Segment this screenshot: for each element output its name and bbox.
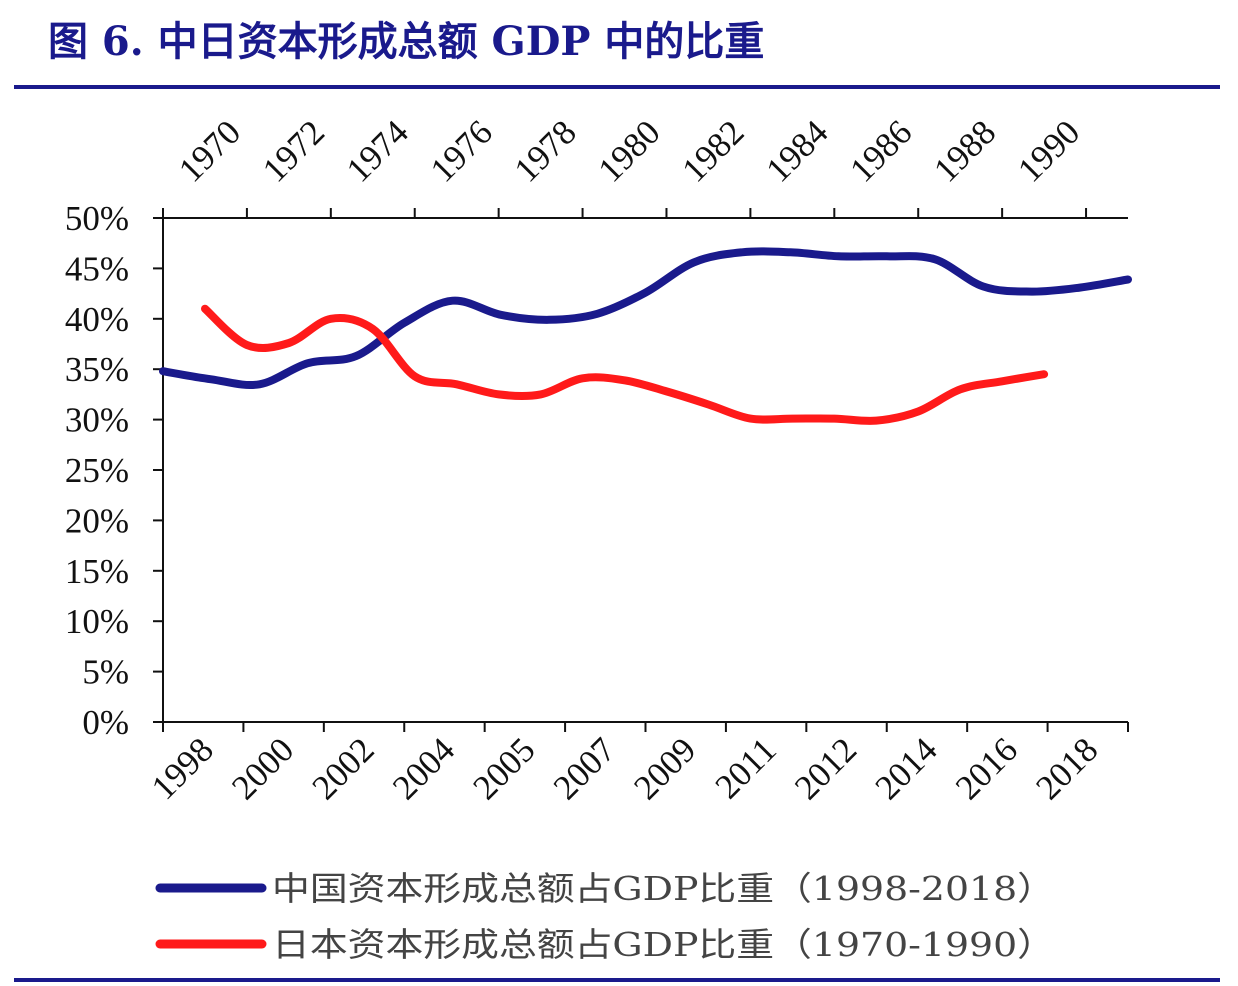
x-top-tick-label: 1974 — [339, 113, 416, 190]
x-bottom-tick-label: 2016 — [948, 730, 1025, 807]
y-tick-label: 30% — [65, 401, 129, 440]
x-top-tick-label: 1978 — [507, 113, 584, 190]
y-tick-label: 35% — [65, 350, 129, 389]
x-top-tick-label: 1984 — [758, 113, 835, 190]
x-bottom-tick-label: 1998 — [144, 730, 221, 807]
x-top-tick-label: 1986 — [842, 113, 919, 190]
x-bottom-tick-label: 2005 — [465, 730, 542, 807]
x-bottom-tick-label: 2009 — [626, 730, 703, 807]
y-tick-label: 0% — [82, 703, 129, 742]
series-line-japan — [201, 304, 1049, 425]
x-bottom-tick-label: 2012 — [787, 730, 864, 807]
y-tick-label: 25% — [65, 451, 129, 490]
y-tick-label: 15% — [65, 552, 129, 591]
x-bottom-tick-label: 2018 — [1028, 730, 1105, 807]
y-tick-label: 10% — [65, 602, 129, 641]
y-tick-label: 50% — [65, 199, 129, 238]
series-line-china — [159, 247, 1132, 389]
y-tick-label: 40% — [65, 300, 129, 339]
x-bottom-tick-label: 2004 — [385, 730, 462, 807]
legend-label-china: 中国资本形成总额占GDP比重（1998-2018） — [272, 869, 1055, 908]
x-top-tick-label: 1976 — [423, 113, 500, 190]
title-divider — [14, 85, 1220, 89]
x-bottom-tick-label: 2014 — [868, 730, 945, 807]
legend-label-japan: 日本资本形成总额占GDP比重（1970-1990） — [272, 925, 1055, 964]
x-bottom-tick-label: 2000 — [224, 730, 301, 807]
x-top-tick-label: 1990 — [1010, 113, 1087, 190]
x-top-tick-label: 1980 — [591, 113, 668, 190]
y-tick-label: 20% — [65, 501, 129, 540]
x-top-tick-label: 1972 — [255, 113, 332, 190]
footer-divider — [14, 978, 1220, 982]
x-top-tick-label: 1988 — [926, 113, 1003, 190]
y-tick-label: 45% — [65, 249, 129, 288]
x-top-tick-label: 1982 — [675, 113, 752, 190]
x-bottom-tick-label: 2007 — [546, 730, 623, 807]
y-tick-label: 5% — [82, 653, 129, 692]
x-bottom-tick-label: 2002 — [305, 730, 382, 807]
page-title: 图 6. 中日资本形成总额 GDP 中的比重 — [48, 18, 765, 65]
x-bottom-tick-label: 2011 — [708, 730, 784, 806]
x-top-tick-label: 1970 — [171, 113, 248, 190]
